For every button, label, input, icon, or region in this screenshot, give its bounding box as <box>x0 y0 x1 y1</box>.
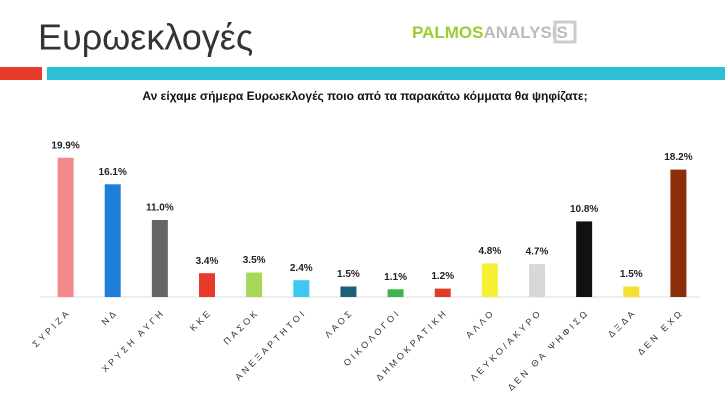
logo-part: ANALYSIS <box>483 23 567 42</box>
value-label: 3.4% <box>196 256 219 267</box>
bar <box>387 289 404 297</box>
value-label: 4.7% <box>526 247 549 258</box>
value-label: 3.5% <box>243 255 266 266</box>
value-label: 1.1% <box>384 272 407 283</box>
value-label: 1.2% <box>431 271 454 282</box>
logo: PALMOSANALYSIS <box>412 23 568 42</box>
value-label: 4.8% <box>478 246 501 257</box>
value-label: 19.9% <box>51 140 79 151</box>
chart-title: Ευρωεκλογές <box>38 17 253 58</box>
value-label: 16.1% <box>99 167 127 178</box>
bar <box>340 286 357 297</box>
header-bar <box>0 67 42 80</box>
value-label: 11.0% <box>146 203 174 214</box>
value-label: 2.4% <box>290 263 313 274</box>
bar <box>246 272 263 297</box>
header-bar <box>47 67 725 80</box>
bar <box>293 280 310 297</box>
bar <box>623 286 640 297</box>
chart-subtitle: Αν είχαμε σήμερα Ευρωεκλογές ποιο από τα… <box>142 89 587 103</box>
value-label: 18.2% <box>664 152 692 163</box>
bar <box>199 273 215 297</box>
bar <box>529 264 545 297</box>
bar <box>481 263 498 297</box>
bar <box>434 288 451 297</box>
bar <box>151 220 168 297</box>
logo-part: PALMOS <box>412 23 483 42</box>
bar <box>57 157 74 297</box>
value-label: 1.5% <box>620 269 643 280</box>
value-label: 1.5% <box>337 269 360 280</box>
bar <box>104 184 121 297</box>
value-label: 10.8% <box>570 204 598 215</box>
logo-icon <box>553 20 577 44</box>
bar <box>576 221 593 297</box>
bar <box>670 169 687 297</box>
